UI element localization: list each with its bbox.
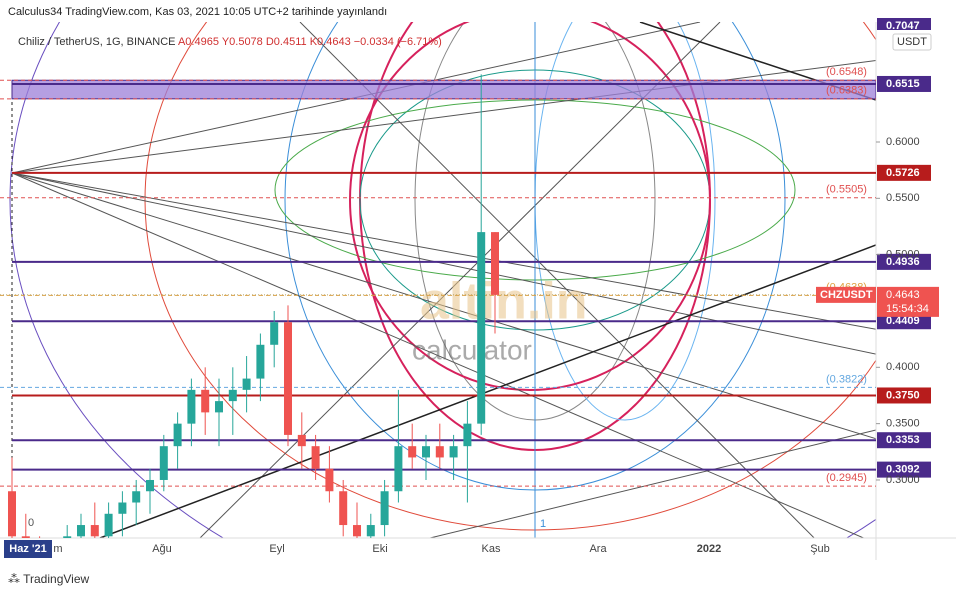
x-tick-label: Eyl: [269, 543, 284, 555]
ohlc-value: D0.4511: [266, 36, 307, 48]
x-tick-label: Kas: [482, 543, 501, 555]
dashed-level-label: (0.2945): [826, 472, 867, 484]
candle-body: [381, 491, 389, 525]
candle-body: [256, 345, 264, 379]
candle-body: [491, 232, 499, 295]
marker: 0: [28, 517, 34, 529]
x-tick-label: Ağu: [152, 543, 172, 555]
x-tick-label: Haz '21: [9, 543, 46, 555]
candle-body: [8, 491, 16, 536]
dashed-level-label: (0.3822): [826, 373, 867, 385]
candle-body: [367, 525, 375, 536]
level-label: 0.3353: [886, 434, 920, 446]
y-tick-label: 0.3000: [886, 474, 920, 486]
candle-body: [132, 491, 140, 502]
change: −0.0334 (−6.71%): [354, 36, 442, 48]
level-label: 0.3750: [886, 389, 920, 401]
candle-body: [408, 446, 416, 457]
price-tag-symbol: CHZUSDT: [820, 289, 873, 301]
dashed-level-label: (0.6548): [826, 66, 867, 78]
candle-body: [394, 446, 402, 491]
candle-body: [270, 322, 278, 345]
candle-body: [118, 503, 126, 514]
ohlc-value: Y0.5078: [222, 36, 263, 48]
x-tick-label: Şub: [810, 543, 830, 555]
footer: ⁂ TradingView: [8, 572, 89, 586]
header-title: Calculus34 TradingView.com, Kas 03, 2021…: [8, 6, 387, 18]
candle-body: [160, 446, 168, 480]
candle-body: [201, 390, 209, 413]
ohlc-value: A0.4965: [178, 36, 219, 48]
y-tick-label: 0.6000: [886, 136, 920, 148]
level-label: 0.5726: [886, 167, 920, 179]
price-tag-value: 0.4643: [886, 289, 920, 301]
candle-body: [174, 424, 182, 447]
price-tag-countdown: 15:54:34: [886, 303, 929, 315]
x-tick-label: m: [53, 543, 62, 555]
candle-body: [91, 525, 99, 536]
candle-body: [436, 446, 444, 457]
candle-body: [298, 435, 306, 446]
candle-body: [450, 446, 458, 457]
y-tick-label: 0.4000: [886, 361, 920, 373]
legend: Chiliz / TetherUS, 1G, BINANCE A0.4965 Y…: [18, 36, 442, 48]
top-label: 0.7047: [886, 20, 920, 32]
candle-body: [284, 322, 292, 435]
x-tick-label: Eki: [372, 543, 387, 555]
y-tick-label: 0.5500: [886, 192, 920, 204]
candle-body: [353, 525, 361, 536]
unit-label: USDT: [897, 36, 927, 48]
candle-body: [229, 390, 237, 401]
y-tick-label: 0.3500: [886, 418, 920, 430]
candle-body: [105, 514, 113, 537]
candle-body: [187, 390, 195, 424]
level-label: 0.4409: [886, 315, 920, 327]
dashed-level-label: (0.5505): [826, 184, 867, 196]
candle-body: [463, 424, 471, 447]
y-tick-label: 0.5000: [886, 249, 920, 261]
candle-body: [422, 446, 430, 457]
symbol: Chiliz / TetherUS, 1G, BINANCE: [18, 36, 176, 48]
ohlc-value: K0.4643: [310, 36, 351, 48]
watermark-text: calculator: [412, 334, 532, 365]
candle-body: [215, 401, 223, 412]
level-label: 0.6515: [886, 78, 920, 90]
x-tick-label: 2022: [697, 543, 721, 555]
candle-body: [77, 525, 85, 536]
candle-body: [243, 379, 251, 390]
x-tick-label: Ara: [589, 543, 607, 555]
candle-body: [325, 469, 333, 492]
marker: 1: [540, 518, 546, 530]
dashed-level-label: (0.6383): [826, 85, 867, 97]
candle-body: [477, 232, 485, 424]
candle-body: [312, 446, 320, 469]
candle-body: [339, 491, 347, 525]
candle-body: [146, 480, 154, 491]
